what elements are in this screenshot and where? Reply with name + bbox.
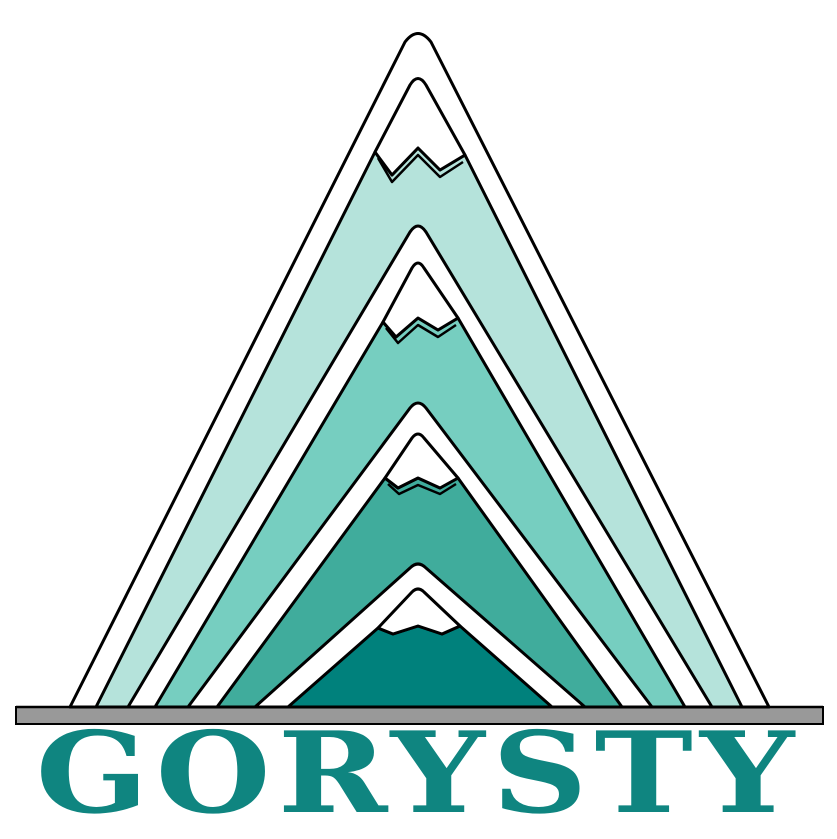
snow-cap-second [381, 261, 460, 345]
snow-cap-outer [373, 77, 467, 184]
snow-cap-core [376, 587, 462, 636]
snow-cap-third [383, 432, 460, 496]
ground-bar [15, 706, 824, 725]
